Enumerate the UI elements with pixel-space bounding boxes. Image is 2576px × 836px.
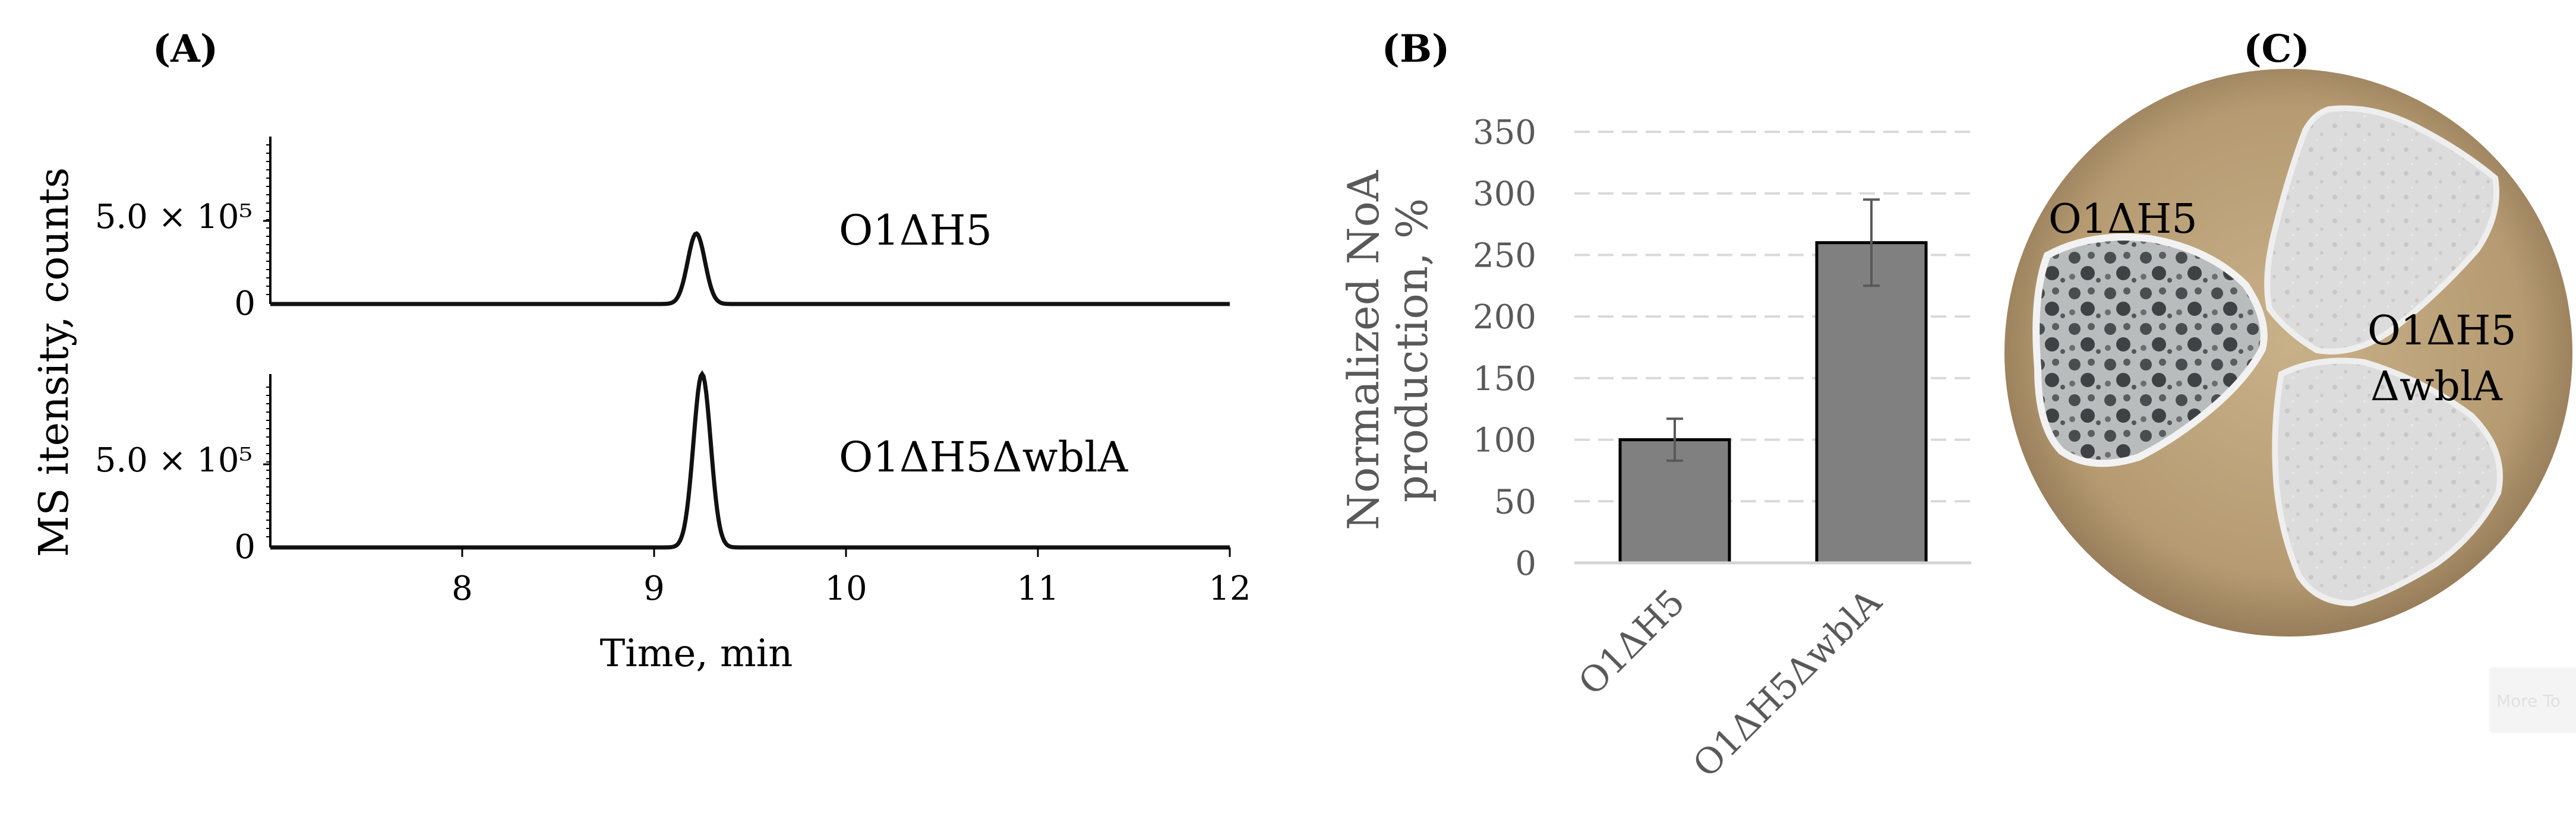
chromatogram-top-ytick-label: 5.0 × 10⁵ — [95, 198, 252, 236]
y-tick-label: 50 — [1494, 483, 1536, 521]
plate-label-strain-1: O1ΔH5 — [2048, 196, 2198, 243]
x-tick-label: 9 — [643, 569, 665, 608]
chromatogram-trace-o1dh5dwbla — [270, 370, 1230, 550]
series-label-o1dh5: O1ΔH5 — [839, 206, 992, 255]
chromatogram-x-axis-label: Time, min — [600, 632, 793, 676]
plate-label-strain-2-line-2: ΔwblA — [2370, 363, 2503, 410]
y-tick-label: 300 — [1473, 175, 1536, 214]
y-tick-label: 250 — [1473, 236, 1536, 275]
more-tools-button[interactable]: More To — [2489, 667, 2576, 733]
bar-chart-ylabel-line-1: Normalized NoA — [1338, 170, 1388, 530]
x-tick-label: 11 — [1016, 569, 1059, 608]
chromatogram-y-axis-label: MS itensity, counts — [31, 167, 78, 557]
panel-c-label: (C) — [2243, 27, 2310, 71]
series-label-o1dh5dwbla: O1ΔH5ΔwblA — [839, 433, 1129, 482]
bar-chart-gridlines — [1574, 131, 1971, 503]
panel-a-label: (A) — [153, 27, 218, 71]
plate-label-strain-2-line-1: O1ΔH5 — [2367, 308, 2517, 354]
chromatogram-bottom-zero-label: 0 — [234, 528, 255, 566]
chromatogram-bottom: 5.0 × 10⁵ 0 O1ΔH5ΔwblA — [95, 370, 1230, 566]
category-label: O1ΔH5 — [1571, 581, 1693, 704]
bar-chart-ylabel-line-2: production, % — [1387, 198, 1437, 503]
y-tick-label: 350 — [1473, 113, 1536, 152]
colony-bottom-right — [2272, 357, 2503, 607]
bar — [1815, 241, 1928, 565]
y-tick-label: 150 — [1473, 360, 1536, 398]
more-tools-label: More To — [2496, 691, 2561, 711]
bar-chart-y-axis-label: Normalized NoA production, % — [1338, 170, 1437, 530]
bar-chart-y-ticks: 0 50 100 150 200 250 300 350 — [1473, 113, 1536, 583]
colony-top-right — [2264, 105, 2499, 354]
x-tick-label: 12 — [1208, 569, 1251, 608]
panel-b-label: (B) — [1382, 27, 1450, 71]
category-label: O1ΔH5ΔwblA — [1685, 581, 1890, 786]
chromatogram-trace-o1dh5 — [270, 231, 1230, 306]
y-tick-label: 100 — [1473, 422, 1536, 460]
colony-left-dark — [2032, 233, 2268, 467]
culture-plate: O1ΔH5 O1ΔH5 ΔwblA — [2004, 69, 2572, 636]
x-tick-label: 8 — [452, 569, 473, 608]
chromatogram-top: 5.0 × 10⁵ 0 O1ΔH5 — [95, 137, 1230, 323]
y-tick-label: 0 — [1515, 544, 1536, 583]
x-tick-label: 10 — [825, 569, 867, 608]
chromatogram-top-zero-label: 0 — [234, 284, 255, 323]
y-tick-label: 200 — [1473, 298, 1536, 337]
chromatogram-bottom-ytick-label: 5.0 × 10⁵ — [95, 441, 252, 480]
bar-chart-bars — [1618, 198, 1928, 565]
chromatogram-x-axis: 8 9 10 11 12 — [452, 547, 1251, 608]
